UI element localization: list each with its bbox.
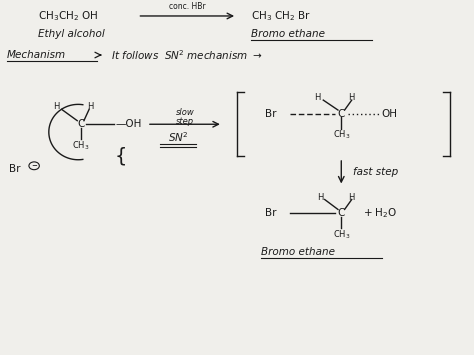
Text: C: C bbox=[337, 109, 345, 119]
Text: Br: Br bbox=[9, 164, 21, 174]
Text: Bromo ethane: Bromo ethane bbox=[261, 247, 335, 257]
Text: CH$_3$: CH$_3$ bbox=[332, 129, 350, 141]
Text: Br: Br bbox=[265, 208, 277, 218]
Text: CH$_3$ CH$_2$ Br: CH$_3$ CH$_2$ Br bbox=[251, 9, 311, 23]
Text: H: H bbox=[317, 192, 323, 202]
Text: —OH: —OH bbox=[115, 119, 142, 129]
Text: $+$ H$_2$O: $+$ H$_2$O bbox=[363, 206, 397, 220]
Text: C: C bbox=[337, 208, 345, 218]
Text: step: step bbox=[176, 117, 194, 126]
Text: H: H bbox=[348, 93, 355, 102]
Text: CH$_3$: CH$_3$ bbox=[332, 228, 350, 241]
Text: H: H bbox=[53, 102, 59, 111]
Text: −: − bbox=[31, 163, 37, 169]
Text: slow: slow bbox=[175, 108, 194, 118]
Text: H: H bbox=[314, 93, 321, 102]
Text: CH$_3$CH$_2$ OH: CH$_3$CH$_2$ OH bbox=[38, 9, 98, 23]
Text: It follows  SN$^2$ mechanism $\rightarrow$: It follows SN$^2$ mechanism $\rightarrow… bbox=[111, 48, 263, 62]
Text: CH$_3$: CH$_3$ bbox=[72, 139, 90, 152]
Text: Ethyl alcohol: Ethyl alcohol bbox=[38, 29, 105, 39]
Text: {: { bbox=[115, 147, 127, 166]
Text: OH: OH bbox=[382, 109, 398, 119]
Text: H: H bbox=[87, 102, 93, 111]
Text: C: C bbox=[77, 119, 84, 129]
Text: Bromo ethane: Bromo ethane bbox=[251, 29, 325, 39]
Text: SN$^2$: SN$^2$ bbox=[168, 130, 188, 143]
Text: Br: Br bbox=[265, 109, 277, 119]
Text: conc. HBr: conc. HBr bbox=[169, 1, 206, 11]
Text: H: H bbox=[348, 192, 355, 202]
Text: fast step: fast step bbox=[353, 167, 398, 177]
Text: Mechanism: Mechanism bbox=[7, 50, 66, 60]
